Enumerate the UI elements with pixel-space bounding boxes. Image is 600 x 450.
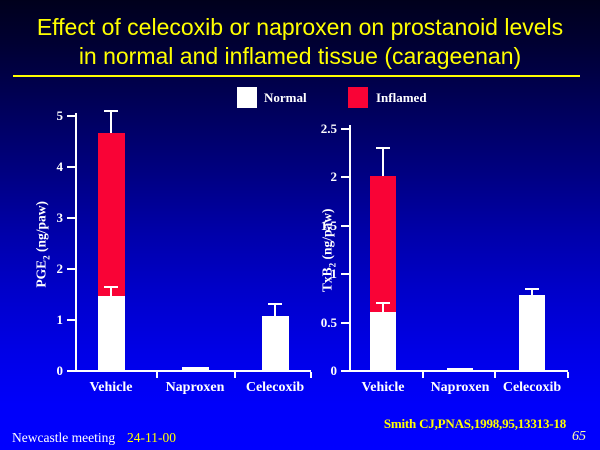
- y-tick-mark: [67, 268, 75, 270]
- bar-normal-celecoxib: [519, 295, 545, 370]
- bar-normal-naproxen: [447, 368, 473, 370]
- y-tick-label: 4: [56, 159, 64, 174]
- x-boundary-tick-2: [310, 372, 312, 378]
- footer-meeting-name: Newcastle meeting: [12, 430, 116, 445]
- y-tick-label: 0.5: [320, 314, 337, 330]
- error-bar-cap-normal-celecoxib: [525, 287, 539, 290]
- y-tick-mark: [67, 166, 75, 168]
- x-boundary-tick-0: [422, 372, 424, 378]
- slide-page-number: 65: [572, 429, 586, 444]
- legend-label-normal: Normal: [264, 90, 307, 105]
- title-underline-rule: [13, 75, 580, 77]
- bar-normal-naproxen: [181, 367, 209, 370]
- error-bar-cap-inflamed-vehicle: [376, 146, 390, 149]
- y-tick-mark: [67, 319, 75, 321]
- error-bar-cap-normal-vehicle: [104, 285, 118, 288]
- y-tick-label: 2: [56, 261, 64, 276]
- bar-normal-vehicle: [97, 296, 125, 370]
- x-boundary-tick-1: [494, 372, 496, 378]
- y-tick-label: 1: [56, 312, 64, 327]
- error-bar-line-normal-vehicle: [382, 302, 384, 312]
- x-boundary-tick-1: [234, 372, 236, 378]
- y-axis-title: TxB2 (ng/paw): [319, 208, 338, 292]
- slide-title: Effect of celecoxib or naproxen on prost…: [0, 13, 600, 71]
- footer-date: 24-11-00: [127, 430, 176, 445]
- x-category-label-naproxen: Naproxen: [165, 380, 225, 395]
- y-tick-mark: [341, 176, 349, 178]
- error-bar-line-inflamed-vehicle: [110, 109, 112, 133]
- x-category-label-celecoxib: Celecoxib: [245, 380, 305, 395]
- y-tick-label: 1: [330, 266, 338, 281]
- error-bar-line-normal-vehicle: [110, 285, 112, 297]
- error-bar-line-normal-celecoxib: [531, 287, 533, 296]
- y-tick-mark: [341, 370, 349, 372]
- x-axis-line: [349, 370, 568, 372]
- y-tick-mark: [341, 127, 349, 130]
- x-boundary-tick-2: [567, 372, 569, 378]
- y-tick-mark: [67, 370, 75, 372]
- y-tick-label: 0: [56, 363, 64, 378]
- citation-text: Smith CJ,PNAS,1998,95,13313-18: [383, 416, 566, 431]
- x-category-label-naproxen: Naproxen: [430, 380, 490, 395]
- error-bar-cap-normal-celecoxib: [268, 302, 282, 305]
- legend-swatch-inflamed: [348, 87, 368, 108]
- bar-normal-celecoxib: [261, 316, 289, 370]
- legend-swatch-normal: [237, 87, 257, 108]
- y-tick-mark: [341, 224, 349, 227]
- y-tick-label: 0: [330, 363, 338, 378]
- error-bar-line-normal-celecoxib: [274, 302, 276, 317]
- y-tick-mark: [341, 321, 349, 324]
- x-axis-line: [75, 370, 311, 372]
- y-tick-label: 3: [56, 210, 64, 225]
- x-category-label-vehicle: Vehicle: [89, 380, 133, 395]
- y-tick-mark: [67, 217, 75, 219]
- bar-normal-vehicle: [370, 311, 396, 370]
- legend-label-inflamed: Inflamed: [376, 90, 427, 105]
- y-tick-label: 1.5: [320, 217, 337, 233]
- slide-title-line1: Effect of celecoxib or naproxen on prost…: [36, 14, 564, 40]
- y-tick-mark: [67, 115, 75, 117]
- y-tick-label: 2.5: [320, 120, 337, 136]
- x-category-label-vehicle: Vehicle: [361, 380, 405, 395]
- y-tick-label: 2: [330, 169, 338, 184]
- error-bar-cap-inflamed-vehicle: [104, 109, 118, 112]
- x-category-label-celecoxib: Celecoxib: [502, 380, 562, 395]
- y-axis-line: [349, 125, 351, 372]
- y-tick-label: 5: [56, 108, 64, 123]
- error-bar-line-inflamed-vehicle: [382, 146, 384, 176]
- y-axis-line: [75, 113, 77, 372]
- x-boundary-tick-0: [156, 372, 158, 378]
- y-tick-mark: [341, 273, 349, 275]
- error-bar-cap-normal-vehicle: [376, 302, 390, 305]
- slide-title-line2: in normal and inflamed tissue (carageena…: [78, 43, 522, 69]
